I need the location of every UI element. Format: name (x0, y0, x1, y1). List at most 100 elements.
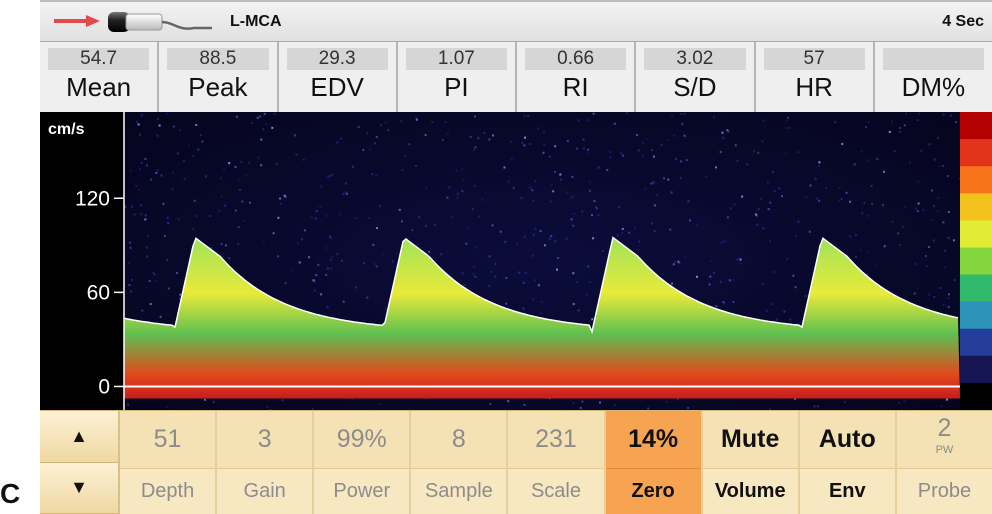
noise-speckle (863, 201, 866, 204)
noise-speckle (727, 130, 730, 133)
sweep-speed[interactable]: 4 Sec (942, 13, 984, 30)
noise-speckle (572, 224, 575, 227)
noise-speckle (220, 195, 223, 198)
noise-speckle (797, 220, 800, 223)
noise-speckle (342, 192, 345, 195)
noise-speckle (899, 126, 902, 129)
noise-speckle (165, 405, 168, 408)
noise-speckle (570, 218, 573, 221)
up-arrow-icon: ▲ (70, 425, 88, 446)
noise-speckle (522, 281, 525, 284)
noise-speckle (237, 242, 240, 245)
noise-speckle (947, 211, 950, 214)
zero-button[interactable]: 14% Zero (605, 411, 703, 514)
noise-speckle (792, 274, 795, 277)
noise-speckle (853, 163, 856, 166)
noise-speckle (320, 293, 323, 296)
color-scale-segment (960, 355, 992, 384)
noise-speckle (148, 280, 151, 282)
noise-speckle (338, 213, 341, 216)
control-value: Auto (818, 424, 876, 453)
noise-speckle (860, 150, 863, 153)
noise-speckle (524, 136, 526, 139)
noise-speckle (138, 188, 141, 191)
noise-speckle (326, 306, 329, 309)
noise-speckle (722, 240, 725, 243)
noise-speckle (242, 219, 245, 222)
noise-speckle (696, 224, 699, 227)
depth-button[interactable]: 51 Depth (120, 411, 218, 514)
noise-speckle (581, 210, 584, 213)
gain-button[interactable]: 3 Gain (217, 411, 315, 514)
measure-value: 1.07 (405, 48, 507, 70)
noise-speckle (773, 190, 776, 193)
noise-speckle (473, 148, 475, 151)
noise-speckle (939, 287, 942, 289)
probe-button[interactable]: 2 PW Probe (896, 411, 992, 514)
noise-speckle (888, 130, 891, 133)
noise-speckle (952, 239, 955, 242)
noise-speckle (776, 318, 779, 321)
noise-speckle (587, 265, 590, 268)
noise-speckle (521, 141, 524, 144)
noise-speckle (250, 122, 253, 124)
noise-speckle (351, 398, 354, 401)
noise-speckle (140, 161, 143, 164)
noise-speckle (914, 207, 917, 210)
noise-speckle (371, 173, 374, 176)
noise-speckle (375, 174, 378, 177)
color-scale-bar (960, 112, 992, 410)
arrow-controls: ▲ ▼ (40, 411, 120, 514)
noise-speckle (741, 195, 744, 198)
noise-speckle (237, 178, 240, 181)
scale-button[interactable]: 231 Scale (508, 411, 606, 514)
noise-speckle (769, 240, 771, 243)
up-arrow-button[interactable]: ▲ (40, 411, 118, 463)
header-bar: L-MCA 4 Sec (40, 0, 992, 42)
measure-value: 57 (763, 48, 865, 70)
noise-speckle (259, 115, 262, 118)
noise-speckle (898, 401, 900, 404)
noise-speckle (146, 164, 148, 167)
volume-button[interactable]: Mute Volume (702, 411, 800, 514)
noise-speckle (537, 284, 540, 287)
noise-speckle (636, 134, 639, 136)
noise-speckle (592, 237, 595, 240)
noise-speckle (518, 271, 521, 274)
noise-speckle (171, 171, 174, 174)
color-scale-segment (960, 247, 992, 276)
noise-speckle (135, 185, 138, 188)
down-arrow-button[interactable]: ▼ (40, 462, 118, 514)
noise-speckle (225, 244, 227, 247)
control-value: 231 (535, 424, 577, 453)
noise-speckle (644, 187, 647, 190)
noise-speckle (311, 407, 314, 410)
measure-sd: 3.02 S/D (636, 42, 756, 112)
noise-speckle (167, 222, 170, 224)
noise-speckle (840, 198, 843, 201)
control-label: Volume (702, 467, 798, 514)
noise-speckle (882, 170, 885, 173)
noise-speckle (785, 119, 788, 122)
noise-speckle (676, 398, 679, 401)
measure-label: EDV (310, 72, 364, 102)
noise-speckle (755, 214, 758, 217)
noise-speckle (722, 136, 725, 139)
noise-speckle (488, 138, 491, 141)
noise-speckle (175, 272, 178, 274)
noise-speckle (770, 303, 773, 306)
noise-speckle (712, 271, 715, 274)
noise-speckle (554, 145, 557, 148)
noise-speckle (739, 258, 742, 261)
noise-speckle (587, 119, 590, 122)
env-button[interactable]: Auto Env (799, 411, 897, 514)
noise-speckle (932, 204, 935, 207)
power-button[interactable]: 99% Power (314, 411, 412, 514)
noise-speckle (554, 240, 557, 243)
noise-speckle (329, 236, 332, 239)
noise-speckle (320, 185, 323, 188)
noise-speckle (602, 250, 604, 252)
noise-speckle (942, 113, 945, 116)
noise-speckle (505, 276, 508, 279)
sample-button[interactable]: 8 Sample (411, 411, 509, 514)
